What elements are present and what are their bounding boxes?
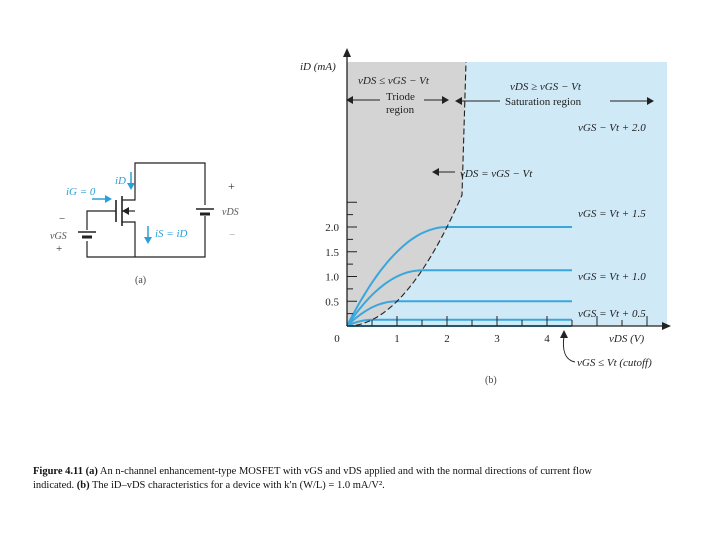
saturation-region (347, 62, 667, 326)
saturation-span-left-arrow-icon (455, 97, 462, 105)
drain-wire (134, 162, 206, 205)
curve-label-vov-2: vGS − Vt + 2.0 (578, 122, 646, 134)
x-axis-label: vDS (V) (609, 333, 644, 345)
mosfet-source-lead (122, 221, 136, 257)
caption-text-a: An n-channel enhancement-type MOSFET wit… (33, 466, 592, 491)
cutoff-label: vGS ≤ Vt (cutoff) (577, 357, 652, 369)
triode-word2: region (386, 104, 415, 116)
cutoff-pointer (562, 335, 576, 363)
curve-2 (346, 300, 572, 327)
panel-b-label: (b) (485, 375, 497, 386)
x-axis-arrow-icon (662, 322, 671, 330)
caption-part-b: (b) (76, 480, 90, 491)
vds-plus: + (228, 179, 235, 193)
boundary-pointer-icon (432, 168, 439, 176)
y-tick-label: 1.5 (325, 247, 339, 259)
vds-minus: − (229, 229, 235, 241)
is-arrow-head-icon (144, 237, 152, 244)
y-tick-label: 2.0 (325, 222, 339, 234)
x-tick-label: 4 (544, 333, 550, 345)
x-tick-label: 0 (334, 333, 340, 345)
x-tick-label: 1 (394, 333, 400, 345)
triode-region (347, 62, 466, 326)
source-wire (86, 216, 206, 258)
is-label: iS = iD (155, 228, 188, 240)
triode-span-left-arrow-icon (346, 96, 353, 104)
figure-caption: Figure 4.11 (a) An n-channel enhancement… (33, 465, 593, 493)
vds-label: vDS (222, 207, 239, 218)
curve-label-vov-1: vGS = Vt + 1.0 (578, 271, 646, 283)
id-vds-chart: 0.5 1.0 1.5 2.0 0 1 2 3 4 (325, 48, 671, 345)
y-axis-arrow-icon (343, 48, 351, 57)
vgs-plus-bottom: + (56, 243, 62, 255)
triode-span-right-arrow-icon (442, 96, 449, 104)
ig-label: iG = 0 (66, 186, 96, 198)
curve-1 (346, 269, 572, 327)
caption-part-a: (a) (85, 466, 98, 477)
panel-a-label: (a) (135, 275, 146, 286)
mosfet-drain-lead (122, 171, 136, 201)
gate-wire (86, 210, 116, 230)
vgs-label: vGS (50, 231, 67, 242)
y-tick-label: 1.0 (325, 272, 339, 284)
caption-text-b: The iD–vDS characteristics for a device … (89, 480, 385, 491)
saturation-region-label: Saturation region (505, 96, 582, 108)
mosfet-circuit (78, 162, 214, 258)
mosfet-arrow-icon (122, 207, 129, 215)
cutoff-pointer-icon (560, 330, 568, 338)
saturation-span-right-arrow-icon (647, 97, 654, 105)
caption-figure-number: Figure 4.11 (33, 466, 83, 477)
curve-label-vov-0-5: vGS = Vt + 0.5 (578, 308, 646, 320)
vgs-minus-top: − (59, 213, 65, 225)
triode-word1: Triode (386, 91, 415, 103)
boundary-label: vDS = vGS − Vt (460, 168, 533, 180)
x-tick-label: 2 (444, 333, 450, 345)
x-tick-label: 3 (494, 333, 500, 345)
y-axis-label: iD (mA) (300, 61, 336, 73)
y-tick-label: 0.5 (325, 296, 339, 308)
chart-axes (343, 48, 671, 330)
id-label: iD (115, 175, 126, 187)
ig-arrow-head-icon (105, 195, 112, 203)
triode-condition-label: vDS ≤ vGS − Vt (358, 75, 430, 87)
saturation-condition-label: vDS ≥ vGS − Vt (510, 81, 582, 93)
curve-labels: vGS − Vt + 2.0 vGS = Vt + 1.5 vGS = Vt +… (578, 122, 646, 320)
curve-label-vov-1-5: vGS = Vt + 1.5 (578, 208, 646, 220)
tick-labels: 0.5 1.0 1.5 2.0 0 1 2 3 4 (325, 222, 550, 345)
triode-saturation-boundary (346, 61, 467, 327)
id-arrow-head-icon (127, 183, 135, 190)
curve-0 (346, 226, 572, 327)
curve-3 (346, 318, 572, 327)
